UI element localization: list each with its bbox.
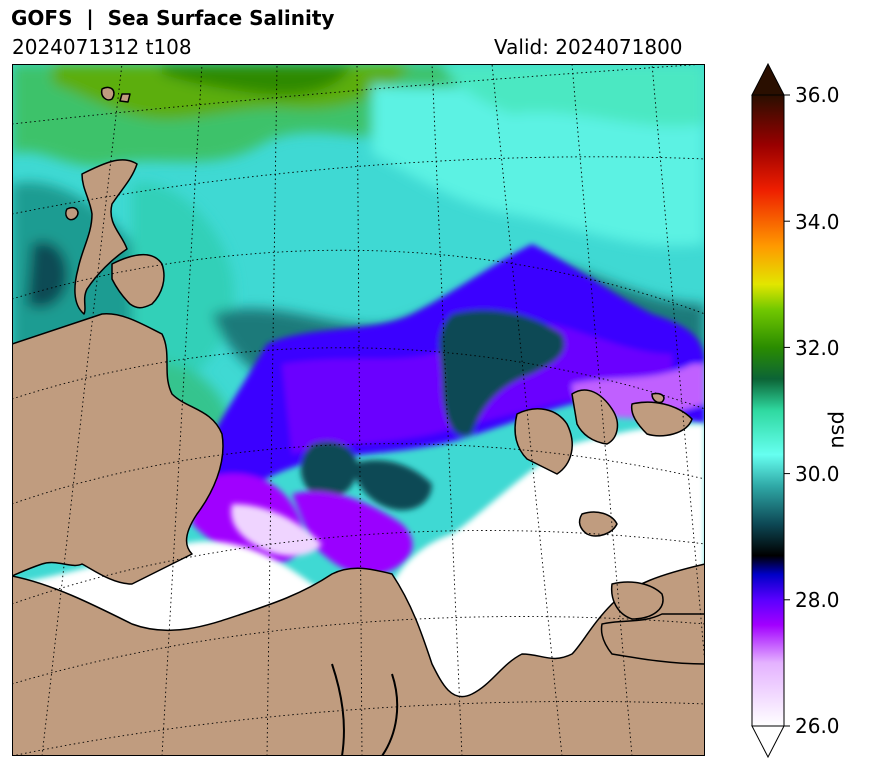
salinity-map — [12, 64, 705, 756]
colorbar-extend-max — [751, 62, 785, 96]
colorbar-unit-label: psu — [827, 411, 851, 449]
colorbar-tick-label: 30.0 — [795, 462, 840, 486]
land-masses — [12, 86, 705, 756]
river-line — [331, 663, 345, 756]
colorbar-tick-label: 28.0 — [795, 588, 840, 612]
colorbar-ticks — [784, 94, 790, 727]
colorbar-tick-label: 32.0 — [795, 336, 840, 360]
graticule — [12, 64, 705, 756]
map-title: GOFS | Sea Surface Salinity — [11, 6, 335, 30]
colorbar — [751, 62, 790, 759]
colorbar-bar — [751, 94, 785, 727]
model-run-label: 2024071312 t108 — [12, 35, 192, 59]
valid-time-label: Valid: 2024071800 — [494, 35, 683, 59]
colorbar-tick-label: 26.0 — [795, 714, 840, 738]
colorbar-tick-label: 36.0 — [795, 83, 840, 107]
colorbar-tick-label: 34.0 — [795, 210, 840, 234]
colorbar-extend-min — [751, 725, 785, 759]
